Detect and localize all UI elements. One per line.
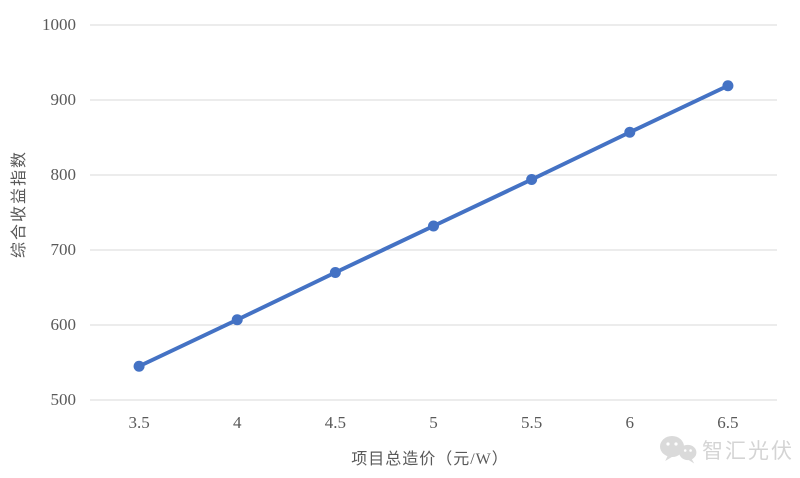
x-tick-label: 4 (232, 413, 242, 432)
y-axis-title: 综合收益指数 (11, 149, 28, 259)
x-tick-label: 3.5 (128, 413, 150, 432)
x-tick-label: 6.5 (717, 413, 739, 432)
x-tick-label: 6 (625, 413, 635, 432)
y-tick-label: 900 (50, 90, 77, 109)
data-point (133, 360, 145, 372)
data-point (526, 174, 538, 185)
y-tick-label: 600 (50, 315, 77, 334)
x-tick-label: 4.5 (324, 413, 346, 432)
wechat-logo-icon (659, 434, 697, 465)
y-tick-label: 800 (50, 165, 77, 184)
data-point (722, 80, 734, 92)
y-tick-label: 700 (50, 240, 77, 259)
watermark-text: 智汇光伏 (702, 439, 794, 463)
x-axis-title: 项目总造价（元/W） (351, 451, 509, 468)
data-point (329, 267, 341, 278)
x-tick-label: 5 (429, 413, 438, 432)
y-tick-label: 1000 (42, 15, 76, 34)
x-tick-label: 5.5 (521, 413, 543, 432)
data-point (231, 314, 243, 326)
data-point (428, 220, 439, 232)
y-tick-label: 500 (50, 390, 77, 409)
watermark: 智汇光伏 (659, 434, 794, 465)
data-point (624, 126, 636, 138)
